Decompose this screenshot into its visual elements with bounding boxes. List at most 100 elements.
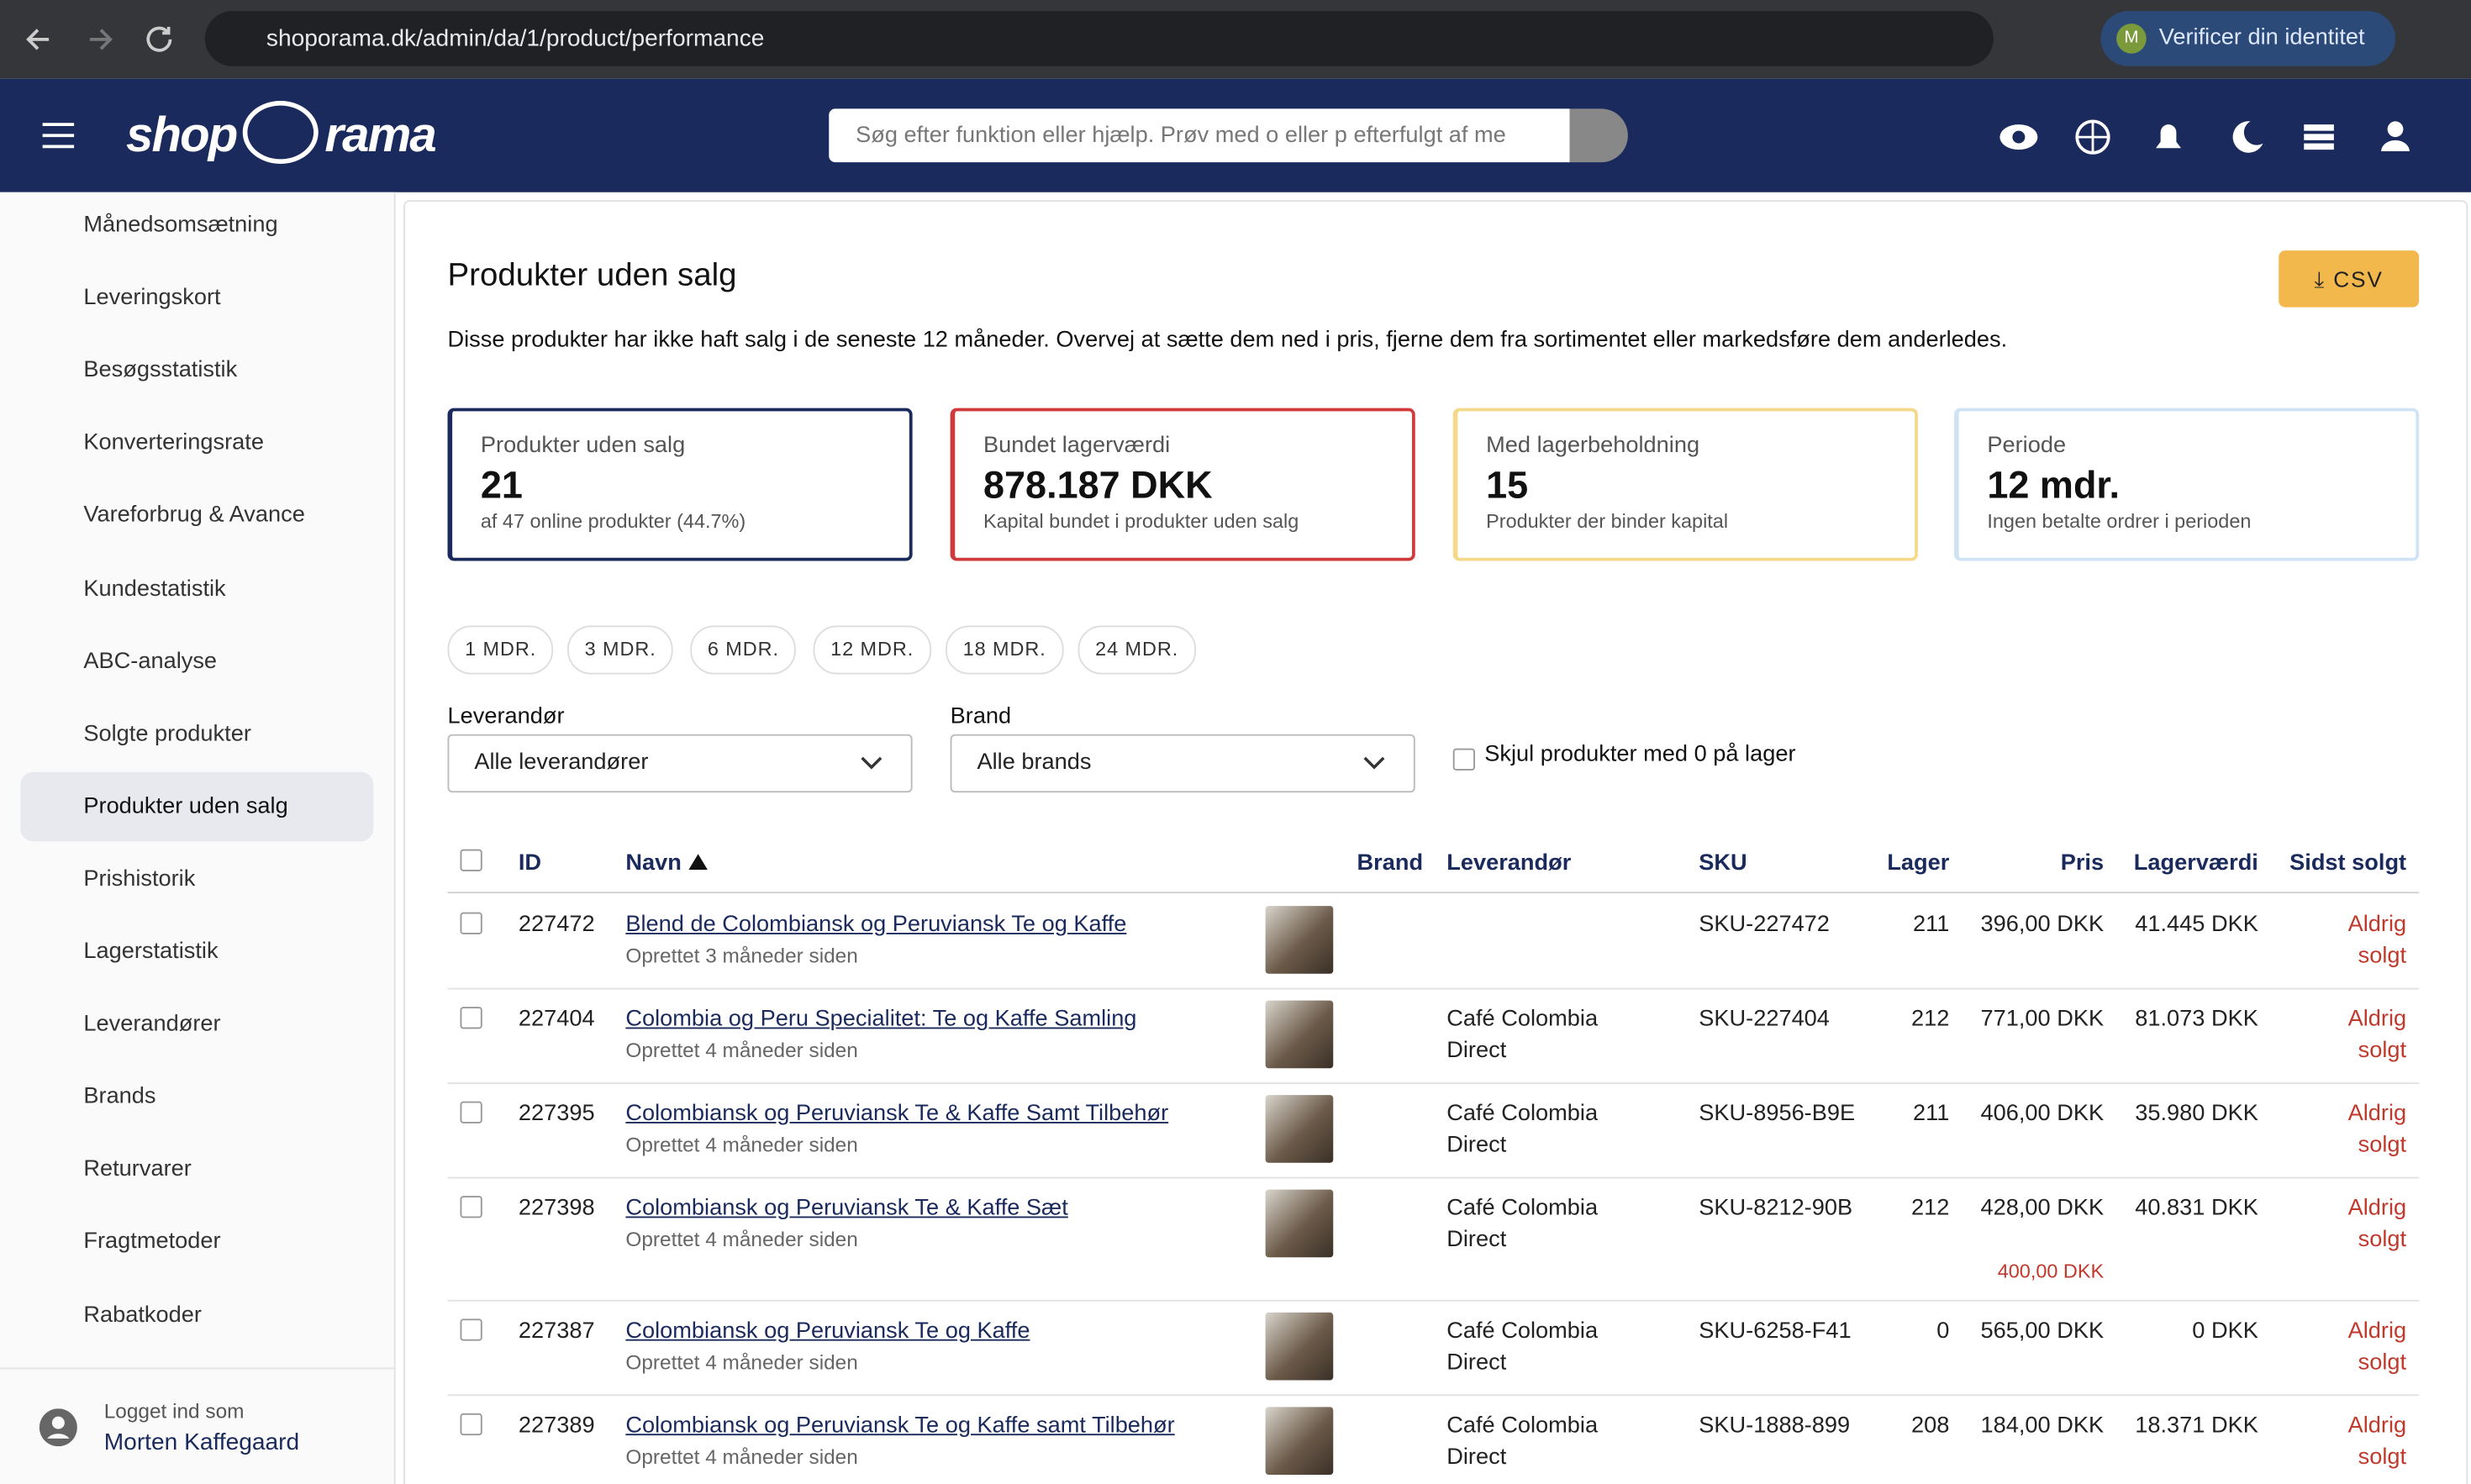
- sidebar-item[interactable]: Månedsomsætning: [83, 213, 278, 239]
- row-checkbox[interactable]: [460, 1318, 482, 1341]
- product-name[interactable]: Colombiansk og Peruviansk Te og Kaffe sa…: [625, 1413, 1175, 1439]
- period-button[interactable]: 24 MDR.: [1077, 625, 1196, 675]
- sidebar-item[interactable]: Leverandører: [83, 1011, 221, 1037]
- sidebar-item[interactable]: Kundestatistik: [83, 576, 226, 602]
- sku: SKU-227404: [1699, 1007, 1830, 1033]
- sidebar-item[interactable]: Leveringskort: [83, 285, 221, 311]
- row-checkbox[interactable]: [460, 1007, 482, 1029]
- product-name[interactable]: Blend de Colombiansk og Peruviansk Te og…: [625, 912, 1127, 938]
- column-header[interactable]: Lager: [1887, 850, 1950, 876]
- period-button[interactable]: 18 MDR.: [946, 625, 1064, 675]
- sku: SKU-227472: [1699, 912, 1830, 938]
- stock-value: 81.073 DKK: [2135, 1007, 2258, 1033]
- column-header[interactable]: Leverandør: [1446, 850, 1572, 876]
- search-button[interactable]: [1569, 108, 1628, 163]
- column-header[interactable]: Lagerværdi: [2133, 850, 2258, 876]
- product-name[interactable]: Colombiansk og Peruviansk Te og Kaffe: [625, 1318, 1030, 1345]
- column-header[interactable]: Pris: [2060, 850, 2105, 876]
- url-bar[interactable]: shoporama.dk/admin/da/1/product/performa…: [204, 11, 1994, 66]
- sidebar-item[interactable]: Konverteringsrate: [83, 430, 264, 456]
- sidebar-item[interactable]: Prishistorik: [83, 866, 196, 892]
- user-box: Logget ind som Morten Kaffegaard: [0, 1367, 394, 1484]
- card-value: 21: [480, 465, 523, 508]
- period-button[interactable]: 1 MDR.: [447, 625, 554, 675]
- chevron: [861, 756, 882, 770]
- card-label: Periode: [1987, 433, 2067, 459]
- row-checkbox[interactable]: [460, 912, 482, 934]
- column-header[interactable]: Navn: [625, 851, 709, 876]
- profile-label: Verificer din identitet: [2158, 25, 2365, 50]
- sidebar-item[interactable]: Produkter uden salg: [20, 771, 374, 841]
- sku: SKU-8956-B9E: [1699, 1101, 1856, 1127]
- user-name: Morten Kaffegaard: [103, 1429, 300, 1456]
- stat-card: Produkter uden salg 21 af 47 online produk…: [447, 408, 913, 561]
- last-sold: Aldrig solgt: [2347, 912, 2407, 970]
- card-note: Ingen betalte ordrer i perioden: [1987, 510, 2252, 533]
- product-name[interactable]: Colombiansk og Peruviansk Te & Kaffe Sæt: [625, 1196, 1068, 1222]
- user-label: Logget ind som: [103, 1399, 245, 1423]
- column-header[interactable]: Sidst solgt: [2289, 850, 2407, 876]
- period-button[interactable]: 3 MDR.: [567, 625, 674, 675]
- stock: 212: [1910, 1196, 1950, 1222]
- row-checkbox[interactable]: [460, 1101, 482, 1124]
- table-row: 227395 Colombiansk og Peruviansk Te & Kaf…: [447, 1082, 2420, 1179]
- product-image: [1265, 1189, 1334, 1258]
- period-button[interactable]: 6 MDR.: [690, 625, 797, 675]
- sidebar-item[interactable]: ABC-analyse: [83, 648, 218, 674]
- product-id: 227404: [518, 1007, 595, 1033]
- row-checkbox[interactable]: [460, 1413, 482, 1436]
- select-all-checkbox[interactable]: [460, 849, 482, 871]
- table-row: 227404 Colombia og Peru Specialitet: Te o…: [447, 988, 2420, 1084]
- row-checkbox[interactable]: [460, 1196, 482, 1218]
- created-date: Oprettet 4 måneder siden: [625, 1133, 858, 1157]
- search-input[interactable]: Søg efter funktion eller hjælp. Prøv med…: [829, 108, 1570, 163]
- url-text: shoporama.dk/admin/da/1/product/performa…: [266, 25, 765, 52]
- last-sold: Aldrig solgt: [2347, 1101, 2407, 1159]
- browser-bar: shoporama.dk/admin/da/1/product/performa…: [0, 0, 2471, 79]
- header-icons[interactable]: [1999, 117, 2424, 158]
- nav-buttons[interactable]: [22, 20, 180, 58]
- stock-value: 41.445 DKK: [2135, 912, 2258, 938]
- brand-select[interactable]: Alle brands: [950, 734, 1415, 793]
- csv-button[interactable]: ⤓ CSV: [2279, 250, 2420, 308]
- product-name[interactable]: Colombiansk og Peruviansk Te & Kaffe Sam…: [625, 1101, 1169, 1127]
- column-header[interactable]: SKU: [1699, 850, 1747, 876]
- stock-value: 35.980 DKK: [2135, 1101, 2258, 1127]
- stock: 208: [1910, 1413, 1950, 1439]
- column-header[interactable]: Brand: [1357, 850, 1424, 876]
- product-name[interactable]: Colombia og Peru Specialitet: Te og Kaff…: [625, 1007, 1137, 1033]
- filter-label: Brand: [950, 704, 1012, 730]
- sidebar-item[interactable]: Lagerstatistik: [83, 939, 219, 965]
- stock: 0: [1936, 1318, 1950, 1345]
- created-date: Oprettet 4 måneder siden: [625, 1227, 858, 1251]
- period-button[interactable]: 12 MDR.: [813, 625, 931, 675]
- sidebar-item[interactable]: Brands: [83, 1084, 156, 1110]
- user-icon: [39, 1408, 77, 1447]
- sidebar-item[interactable]: Besøgsstatistik: [83, 357, 238, 383]
- card-value: 12 mdr.: [1987, 465, 2120, 508]
- sku: SKU-1888-899: [1699, 1413, 1851, 1439]
- supplier-select[interactable]: Alle leverandører: [447, 734, 913, 793]
- card-note: Kapital bundet i produkter uden salg: [983, 510, 1299, 533]
- sidebar-item[interactable]: Fragtmetoder: [83, 1229, 221, 1255]
- product-id: 227389: [518, 1413, 595, 1439]
- profile-button[interactable]: M Verificer din identitet: [2100, 11, 2395, 66]
- select-value: Alle brands: [977, 750, 1092, 776]
- sidebar-item[interactable]: Returvarer: [83, 1156, 192, 1182]
- card-note: Produkter der binder kapital: [1486, 510, 1729, 533]
- menu-icon[interactable]: [41, 121, 76, 150]
- stock-value: 18.371 DKK: [2135, 1413, 2258, 1439]
- product-image: [1265, 906, 1334, 974]
- supplier: Café Colombia Direct: [1446, 1196, 1599, 1253]
- column-header[interactable]: ID: [518, 850, 542, 876]
- sidebar-item[interactable]: Rabatkoder: [83, 1302, 202, 1328]
- created-date: Oprettet 4 måneder siden: [625, 1350, 858, 1374]
- card-label: Med lagerbeholdning: [1486, 433, 1700, 459]
- hide-zero-checkbox[interactable]: [1452, 748, 1475, 771]
- sidebar-item[interactable]: Solgte produkter: [83, 721, 251, 747]
- created-date: Oprettet 4 måneder siden: [625, 1038, 858, 1062]
- logo[interactable]: shop rama: [126, 101, 437, 164]
- table-header-border: [447, 892, 2420, 894]
- sidebar-item[interactable]: Vareforbrug & Avance: [83, 503, 305, 529]
